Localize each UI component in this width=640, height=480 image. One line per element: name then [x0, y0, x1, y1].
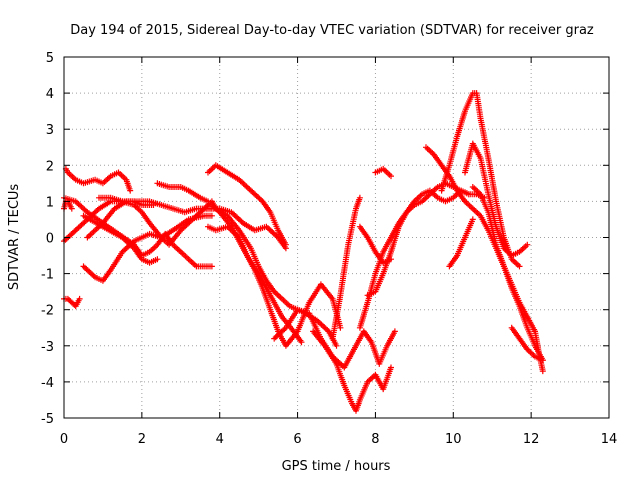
x-tick-label: 2 — [138, 432, 146, 447]
x-tick-label: 14 — [601, 432, 618, 447]
y-tick-label: -4 — [41, 376, 54, 391]
x-tick-label: 4 — [216, 432, 224, 447]
series-sat-q — [329, 194, 363, 342]
y-tick-label: -1 — [41, 268, 54, 283]
data-point-marker — [333, 342, 340, 349]
chart-title: Day 194 of 2015, Sidereal Day-to-day VTE… — [70, 23, 594, 38]
data-point-marker — [388, 173, 394, 180]
series-layer — [61, 90, 546, 414]
x-tick-label: 6 — [293, 432, 301, 447]
series-sat-p — [310, 328, 394, 414]
series-sat-k — [205, 162, 289, 248]
data-point-marker — [391, 328, 398, 335]
data-point-marker — [298, 339, 305, 346]
x-axis-label: GPS time / hours — [282, 459, 391, 474]
x-tick-label: 12 — [523, 432, 540, 447]
data-point-marker — [539, 368, 546, 375]
data-point-marker — [356, 194, 363, 201]
data-point-marker — [76, 295, 83, 302]
y-tick-label: 0 — [46, 232, 54, 247]
y-tick-label: -5 — [41, 412, 54, 427]
data-point-marker — [205, 198, 211, 205]
y-tick-label: 3 — [46, 123, 54, 138]
series-sat-b — [62, 165, 134, 194]
data-point-marker — [68, 205, 75, 212]
series-sat-t — [356, 223, 394, 266]
data-point-marker — [282, 241, 289, 248]
series-sat-n — [208, 202, 344, 349]
data-point-marker — [465, 191, 472, 198]
x-tick-label: 0 — [60, 432, 68, 447]
series-sat-u — [372, 165, 394, 180]
data-point-marker — [524, 241, 531, 248]
y-tick-label: 1 — [46, 195, 54, 210]
data-point-marker — [388, 256, 394, 263]
series-sat-w — [438, 90, 523, 270]
data-point-marker — [539, 357, 546, 364]
data-point-marker — [208, 212, 215, 219]
series-sat-y — [462, 140, 531, 259]
y-tick-label: 4 — [46, 87, 54, 102]
series-sat-aa — [508, 324, 546, 364]
series-sat-z — [469, 184, 546, 364]
series-sat-j — [154, 180, 211, 205]
y-tick-label: -3 — [41, 340, 54, 355]
data-point-marker — [388, 364, 394, 371]
x-tick-label: 8 — [371, 432, 379, 447]
data-point-marker — [516, 263, 523, 270]
series-sat-g — [80, 212, 161, 266]
data-point-marker — [127, 187, 134, 194]
x-tick-label: 10 — [445, 432, 462, 447]
y-tick-label: 2 — [46, 159, 54, 174]
y-tick-label: -2 — [41, 304, 54, 319]
series-sat-x — [446, 216, 476, 270]
y-axis-label: SDTVAR / TECUs — [7, 184, 22, 291]
data-point-marker — [150, 202, 157, 208]
series-sat-i — [96, 194, 157, 208]
data-point-marker — [337, 324, 344, 331]
y-tick-label: 5 — [46, 51, 54, 66]
data-point-marker — [469, 216, 476, 223]
data-point-marker — [208, 263, 215, 270]
data-point-marker — [154, 256, 161, 263]
